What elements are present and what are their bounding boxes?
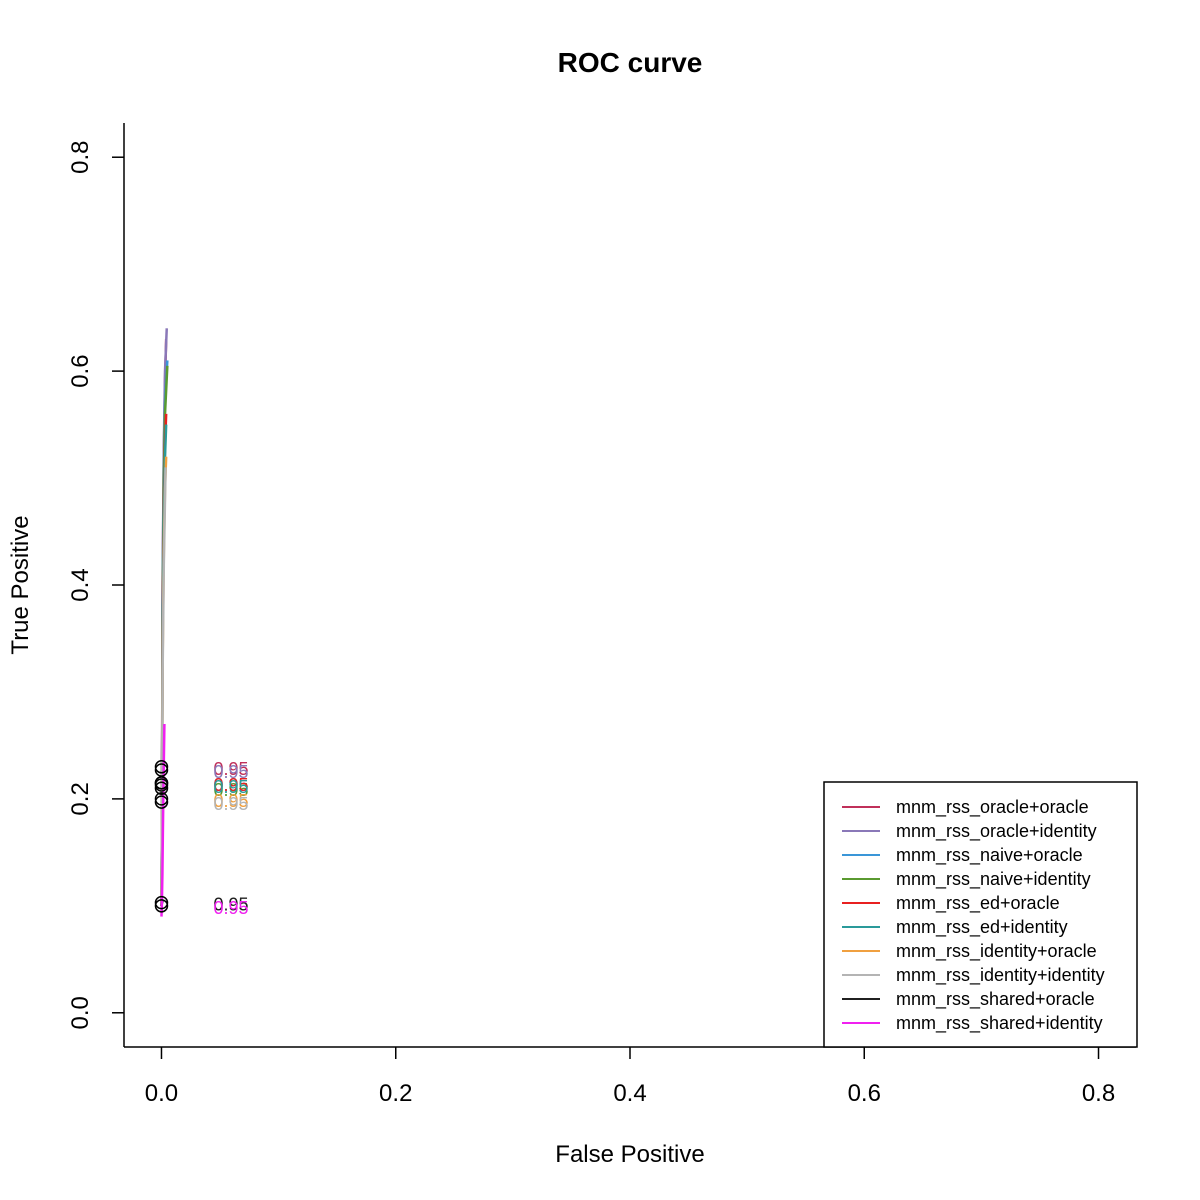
legend-item: mnm_rss_identity+oracle (842, 941, 1097, 962)
y-tick-label: 0.4 (67, 568, 94, 601)
threshold-marker (154, 763, 169, 777)
y-axis-label: True Positive (7, 515, 34, 654)
threshold-label: 0.95 (213, 780, 248, 800)
threshold-label: 0.95 (213, 775, 248, 795)
series-line-mnm_rss_shared+identity (160, 724, 166, 917)
legend-label: mnm_rss_ed+identity (896, 917, 1068, 938)
x-axis-label: False Positive (555, 1141, 704, 1168)
x-tick-label: 0.6 (848, 1080, 881, 1107)
threshold-marker (154, 899, 169, 913)
threshold-labels: 0.950.950.950.950.950.950.950.950.950.95 (213, 759, 248, 918)
legend-label: mnm_rss_identity+identity (896, 965, 1105, 986)
y-tick-label: 0.6 (67, 354, 94, 387)
legend-label: mnm_rss_oracle+oracle (896, 797, 1089, 818)
threshold-marker (154, 795, 169, 809)
y-tick-label: 0.0 (67, 996, 94, 1029)
legend-label: mnm_rss_shared+identity (896, 1013, 1103, 1034)
legend-item: mnm_rss_naive+identity (842, 869, 1091, 890)
legend-item: mnm_rss_oracle+oracle (842, 797, 1089, 818)
legend-item: mnm_rss_identity+identity (842, 965, 1105, 986)
y-tick-label: 0.8 (67, 141, 94, 174)
legend-item: mnm_rss_ed+identity (842, 917, 1068, 938)
y-tick-label: 0.2 (67, 782, 94, 815)
legend-item: mnm_rss_oracle+identity (842, 821, 1097, 842)
threshold-marker (154, 778, 169, 792)
threshold-label: 0.95 (213, 898, 248, 918)
threshold-marker (154, 760, 169, 774)
legend-item: mnm_rss_shared+oracle (842, 989, 1095, 1010)
threshold-label: 0.95 (213, 791, 248, 811)
threshold-marker (154, 792, 169, 806)
legend-label: mnm_rss_shared+oracle (896, 989, 1095, 1010)
legend-box (823, 781, 1138, 1048)
legend-label: mnm_rss_naive+oracle (896, 845, 1083, 866)
threshold-label: 0.95 (213, 759, 248, 779)
legend: mnm_rss_oracle+oracle mnm_rss_oracle+iden… (823, 781, 1138, 1048)
legend-label: mnm_rss_identity+oracle (896, 941, 1097, 962)
threshold-label: 0.95 (213, 794, 248, 814)
series-lines (160, 328, 169, 917)
chart-title: ROC curve (558, 47, 703, 78)
threshold-label: 0.95 (213, 775, 248, 795)
threshold-marker (154, 895, 169, 910)
legend-label: mnm_rss_naive+identity (896, 869, 1091, 890)
legend-item: mnm_rss_shared+identity (842, 1013, 1103, 1034)
legend-label: mnm_rss_ed+oracle (896, 893, 1060, 914)
x-tick-label: 0.0 (145, 1080, 178, 1107)
x-axis-ticks: 0.0 0.2 0.4 0.6 0.8 (145, 1047, 1115, 1107)
y-axis-ticks: 0.0 0.2 0.4 0.6 0.8 (67, 141, 124, 1029)
legend-item: mnm_rss_naive+oracle (842, 845, 1083, 866)
x-tick-label: 0.4 (613, 1080, 646, 1107)
threshold-label: 0.95 (213, 762, 248, 782)
series-markers (154, 760, 169, 913)
legend-label: mnm_rss_oracle+identity (896, 821, 1097, 842)
x-tick-label: 0.2 (379, 1080, 412, 1107)
x-tick-label: 0.8 (1082, 1080, 1115, 1107)
legend-item: mnm_rss_ed+oracle (842, 893, 1060, 914)
threshold-marker (154, 781, 169, 795)
threshold-label: 0.95 (213, 895, 248, 915)
threshold-label: 0.95 (213, 777, 248, 797)
